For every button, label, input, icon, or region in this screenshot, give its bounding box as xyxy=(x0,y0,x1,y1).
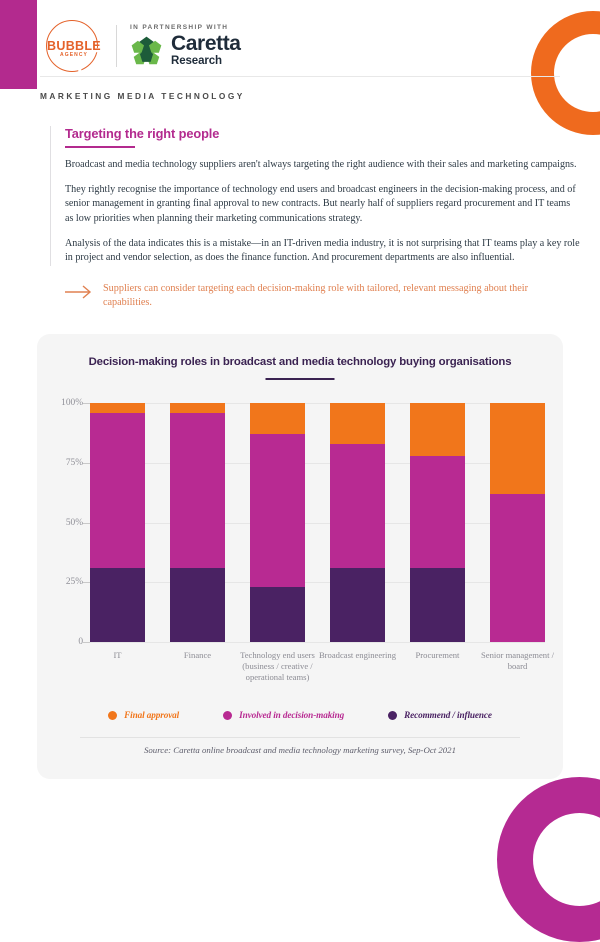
chart-bar-segment[interactable] xyxy=(410,567,465,642)
logo-row: BUBBLE AGENCY IN PARTNERSHIP WITH Carett… xyxy=(40,18,241,74)
chart-legend: Final approval Involved in decision-makin… xyxy=(37,710,563,720)
callout-text: Suppliers can consider targeting each de… xyxy=(103,283,529,309)
legend-item[interactable]: Final approval xyxy=(108,710,179,720)
x-axis-tick-label: Finance xyxy=(183,650,212,660)
article-paragraph-3: Analysis of the data indicates this is a… xyxy=(65,237,580,264)
legend-color-swatch xyxy=(108,710,118,720)
chart-bar-segment[interactable] xyxy=(410,403,465,456)
chart-bar-segment[interactable] xyxy=(330,443,385,568)
arrow-right-icon xyxy=(65,285,92,299)
chart-bar-segment[interactable] xyxy=(330,403,385,444)
chart-bar-segment[interactable] xyxy=(330,567,385,642)
bubble-ring-icon xyxy=(46,20,98,72)
bubble-agency-logo: BUBBLE AGENCY xyxy=(40,18,106,74)
caretta-turtle-shell-icon xyxy=(131,36,162,64)
y-axis-tick xyxy=(83,522,90,524)
chart-bar-segment[interactable] xyxy=(90,403,145,413)
y-axis-tick xyxy=(83,642,90,643)
x-axis-tick-label: Broadcast engineering xyxy=(318,650,397,660)
callout-block: Suppliers can consider targeting each de… xyxy=(64,282,564,311)
bubble-subtext: AGENCY xyxy=(60,52,88,58)
gridline xyxy=(90,462,545,464)
chart-title: Decision-making roles in broadcast and m… xyxy=(88,356,512,368)
y-axis-tick-label: 0 xyxy=(78,637,83,647)
chart-bar-segment[interactable] xyxy=(90,567,145,642)
chart-bar-segment[interactable] xyxy=(410,455,465,568)
chart-bar-column[interactable]: Senior management / board xyxy=(481,403,554,671)
bubble-wordmark: BUBBLE xyxy=(47,39,101,53)
chart-plot-area: 0 25% 50% 75% 100% IT Finance Technology end u… xyxy=(61,398,554,682)
chart-bar-column[interactable]: Technology end users (business / creativ… xyxy=(240,403,315,682)
chart-title-underline xyxy=(265,378,335,380)
caretta-row: Caretta Research xyxy=(130,34,241,67)
y-axis-tick-label: 75% xyxy=(65,457,83,468)
logo-divider xyxy=(116,25,117,67)
y-axis-tick xyxy=(83,403,90,404)
chart-bar-segment[interactable] xyxy=(170,412,225,568)
x-axis-tick-label: Procurement xyxy=(415,650,460,660)
gridline xyxy=(90,403,545,404)
caretta-subtitle: Research xyxy=(171,54,222,67)
legend-divider xyxy=(80,737,520,738)
gridline xyxy=(90,642,545,643)
caretta-logo: IN PARTNERSHIP WITH Caretta Research xyxy=(130,24,241,67)
x-axis-tick-label: Senior management / board xyxy=(480,650,555,671)
page-title: Targeting the right people xyxy=(65,126,220,141)
chart-bar-segment[interactable] xyxy=(490,493,545,642)
chart-bars: IT Finance Technology end users (business … xyxy=(90,403,554,682)
article-block: Targeting the right people Broadcast and… xyxy=(50,126,580,266)
chart-bar-column[interactable]: Procurement xyxy=(410,403,465,660)
header-tagline: MARKETING MEDIA TECHNOLOGY xyxy=(40,91,245,101)
gridline xyxy=(90,582,545,584)
legend-color-swatch xyxy=(223,710,233,720)
y-axis-tick xyxy=(83,582,90,584)
chart-bar-column[interactable]: IT xyxy=(90,403,145,660)
legend-color-swatch xyxy=(388,710,398,720)
article-paragraph-2: They rightly recognise the importance of… xyxy=(65,183,576,224)
chart-panel: Decision-making roles in broadcast and m… xyxy=(37,334,563,779)
chart-bar-column[interactable]: Broadcast engineering xyxy=(319,403,396,660)
chart-bar-segment[interactable] xyxy=(250,587,305,642)
title-underline xyxy=(65,146,135,148)
x-axis-tick-label: Technology end users (business / creativ… xyxy=(240,650,315,682)
decorative-magenta-block xyxy=(0,0,37,89)
decorative-magenta-ring xyxy=(497,777,600,942)
x-axis-tick-label: IT xyxy=(113,650,122,660)
y-axis-tick xyxy=(83,462,90,464)
caretta-name-block: Caretta Research xyxy=(171,34,241,67)
article-paragraph-1: Broadcast and media technology suppliers… xyxy=(65,158,577,170)
chart-bar-segment[interactable] xyxy=(250,434,305,588)
y-axis-tick-label: 50% xyxy=(65,517,83,528)
header-divider xyxy=(40,76,560,77)
chart-bar-segment[interactable] xyxy=(170,403,225,413)
chart-bar-segment[interactable] xyxy=(250,403,305,435)
partnership-label: IN PARTNERSHIP WITH xyxy=(130,24,229,32)
chart-bar-column[interactable]: Finance xyxy=(170,403,225,660)
page-header: BUBBLE AGENCY IN PARTNERSHIP WITH Carett… xyxy=(0,0,600,112)
legend-label: Involved in decision-making xyxy=(239,710,345,720)
legend-item[interactable]: Involved in decision-making xyxy=(223,710,344,720)
legend-item[interactable]: Recommend / influence xyxy=(388,710,492,720)
chart-bar-segment[interactable] xyxy=(170,567,225,642)
y-axis-tick-label: 100% xyxy=(61,398,83,408)
chart-bar-segment[interactable] xyxy=(490,403,545,494)
gridline xyxy=(90,522,545,524)
caretta-name: Caretta xyxy=(171,32,241,56)
legend-label: Final approval xyxy=(124,710,180,720)
legend-label: Recommend / influence xyxy=(404,710,492,720)
y-axis-tick-label: 25% xyxy=(65,577,83,588)
chart-bar-segment[interactable] xyxy=(90,412,145,568)
chart-source-note: Source: Caretta online broadcast and med… xyxy=(144,745,456,755)
